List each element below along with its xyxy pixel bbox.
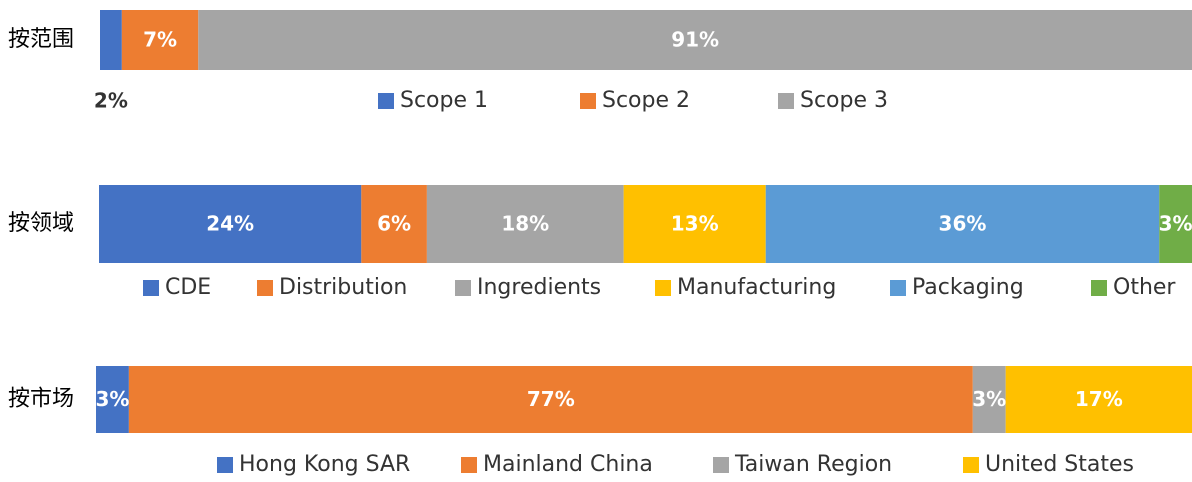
row-label: 按范围 <box>8 27 74 52</box>
value-label: 18% <box>501 212 549 236</box>
bar-segment <box>96 366 129 433</box>
value-label: 7% <box>143 28 177 52</box>
legend-label: Scope 2 <box>602 88 690 113</box>
value-label: 6% <box>377 212 411 236</box>
legend-label: Hong Kong SAR <box>239 452 410 477</box>
legend-label: Scope 3 <box>800 88 888 113</box>
value-label: 3% <box>1159 212 1192 236</box>
legend-swatch <box>455 280 471 296</box>
legend-label: Manufacturing <box>677 275 836 300</box>
value-label: 3% <box>95 387 129 411</box>
bar-segment <box>121 10 199 70</box>
bar-segment <box>765 185 1160 263</box>
bar-segment <box>1159 185 1192 263</box>
value-label: 77% <box>527 387 575 411</box>
legend-label: Taiwan Region <box>734 452 892 477</box>
bar-segment <box>1005 366 1192 433</box>
legend-label: Ingredients <box>477 275 601 300</box>
legend-label: United States <box>985 452 1134 477</box>
legend-label: Scope 1 <box>400 88 488 113</box>
legend-swatch <box>217 457 233 473</box>
legend-swatch <box>655 280 671 296</box>
legend-swatch <box>257 280 273 296</box>
value-label: 24% <box>206 212 254 236</box>
row-label: 按市场 <box>8 387 74 412</box>
legend-swatch <box>778 93 794 109</box>
bar-segment <box>99 185 362 263</box>
bar-segment <box>426 185 624 263</box>
bar-segment <box>198 10 1192 70</box>
value-label: 91% <box>671 28 719 52</box>
legend-swatch <box>378 93 394 109</box>
bar-segment <box>972 366 1006 433</box>
value-label: 17% <box>1075 387 1123 411</box>
legend-swatch <box>890 280 906 296</box>
legend-swatch <box>713 457 729 473</box>
value-label: 3% <box>972 387 1006 411</box>
value-label: 13% <box>671 212 719 236</box>
legend-label: CDE <box>165 275 211 300</box>
legend-swatch <box>963 457 979 473</box>
bar-segment <box>361 185 427 263</box>
bar-segment <box>100 10 122 70</box>
legend-swatch <box>143 280 159 296</box>
row-label: 按领域 <box>8 211 74 236</box>
legend-swatch <box>461 457 477 473</box>
value-label: 36% <box>939 212 987 236</box>
legend-label: Distribution <box>279 275 407 300</box>
legend-swatch <box>1091 280 1107 296</box>
legend-swatch <box>580 93 596 109</box>
legend-label: Packaging <box>912 275 1024 300</box>
bar-segment <box>128 366 973 433</box>
value-label: 2% <box>94 89 128 113</box>
legend-label: Other <box>1113 275 1176 300</box>
legend-label: Mainland China <box>483 452 653 477</box>
bar-segment <box>623 185 766 263</box>
